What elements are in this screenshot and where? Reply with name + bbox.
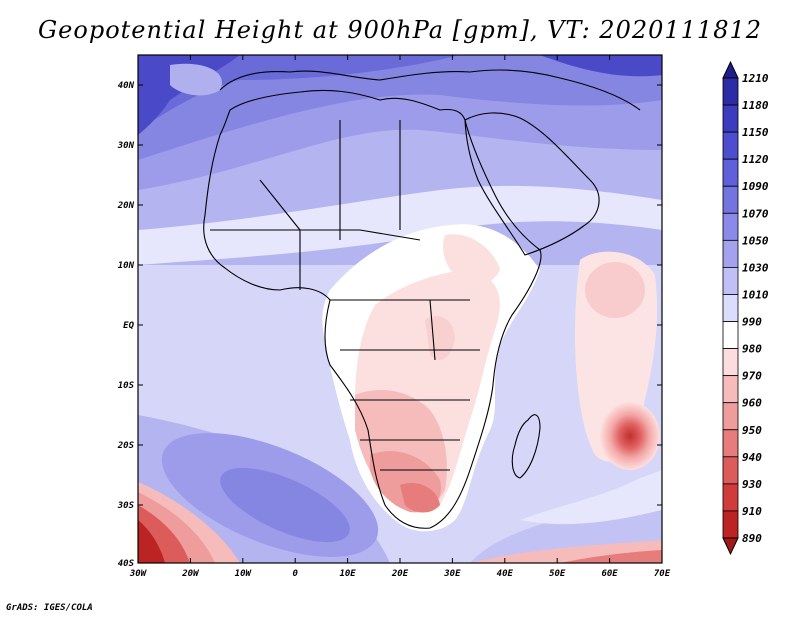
colorbar-label: 940	[742, 451, 762, 464]
lat-label: 20N	[117, 201, 135, 211]
colorbar-segment	[722, 104, 739, 133]
map-title: Geopotential Height at 900hPa [gpm], VT:…	[38, 16, 762, 44]
colorbar-segment	[722, 375, 739, 404]
lon-label: 30E	[443, 569, 461, 579]
colorbar-segment	[722, 158, 739, 187]
lat-label: 10N	[118, 261, 135, 271]
colorbar-label: 960	[742, 397, 762, 410]
colorbar: 1210 1180 1150 1120 1090 1070 1050 1030 1010 990 9…	[722, 60, 769, 556]
colorbar-label: 1180	[742, 99, 769, 112]
colorbar-segment	[722, 402, 739, 431]
colorbar-label: 910	[742, 505, 762, 518]
colorbar-label: 1090	[742, 180, 769, 193]
colorbar-label: 990	[742, 316, 762, 329]
longitude-axis: 30W 20W 10W 0 10E 20E 30E 40E 50E 60E 70E	[129, 55, 671, 579]
lon-label: 10E	[339, 569, 356, 579]
colorbar-segment	[722, 483, 739, 512]
lon-label: 10W	[235, 569, 253, 579]
colorbar-label: 1010	[742, 288, 769, 301]
lon-label: 60E	[601, 569, 618, 579]
colorbar-label: 930	[742, 478, 762, 491]
coastlines	[203, 69, 641, 529]
colorbar-segment	[722, 185, 739, 214]
colorbar-label: 1050	[742, 234, 769, 247]
lat-label: 30S	[117, 501, 135, 511]
lat-label: EQ	[123, 321, 134, 331]
colorbar-label: 1120	[742, 153, 769, 166]
colorbar-label: 1030	[742, 261, 769, 274]
colorbar-label: 970	[742, 370, 762, 383]
latitude-axis: 40N 30N 20N 10N EQ 10S 20S 30S 40S	[117, 81, 662, 569]
colorbar-segment	[722, 429, 739, 458]
lon-label: 0	[292, 569, 298, 579]
colorbar-segment	[722, 77, 739, 106]
lat-label: 30N	[117, 141, 135, 151]
map-plot-area	[138, 55, 662, 563]
colorbar-segment	[722, 131, 739, 160]
lat-label: 40N	[118, 81, 135, 91]
colorbar-label: 890	[742, 532, 762, 545]
lat-label: 10S	[118, 381, 135, 391]
colorbar-label: 980	[742, 343, 762, 356]
lon-label: 40E	[497, 569, 514, 579]
colorbar-segment	[722, 510, 739, 539]
lat-label: 20S	[117, 441, 135, 451]
lon-label: 50E	[549, 569, 566, 579]
colorbar-label: 1150	[742, 126, 769, 139]
colorbar-segment	[722, 267, 739, 295]
colorbar-segment	[722, 456, 739, 485]
colorbar-segment	[722, 294, 739, 322]
colorbar-segment	[722, 239, 739, 268]
lon-label: 20W	[181, 569, 200, 579]
colorbar-arrow-bottom	[722, 537, 739, 556]
colorbar-arrow-top	[722, 60, 739, 79]
colorbar-label: 1070	[742, 207, 769, 220]
colorbar-label: 1210	[742, 72, 769, 85]
colorbar-segment	[722, 212, 739, 241]
lat-label: 40S	[118, 559, 135, 569]
lon-label: 30W	[129, 569, 148, 579]
grads-credit: GrADS: IGES/COLA	[6, 603, 93, 613]
colorbar-label: 950	[742, 424, 762, 437]
colorbar-segment	[722, 321, 739, 349]
colorbar-segment	[722, 348, 739, 377]
lon-label: 70E	[654, 569, 671, 579]
lon-label: 20E	[391, 569, 409, 579]
